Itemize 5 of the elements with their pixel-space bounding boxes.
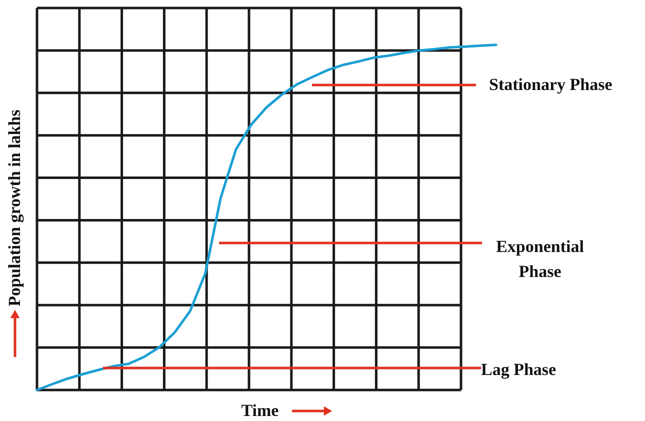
x-axis-title: Time (241, 401, 280, 420)
annotation: Lag Phase (481, 360, 557, 379)
annotation: Stationary Phase (489, 75, 613, 94)
y-axis-title: Population growth in lakhs (5, 109, 24, 306)
annotation: Exponential Phase (496, 237, 584, 281)
